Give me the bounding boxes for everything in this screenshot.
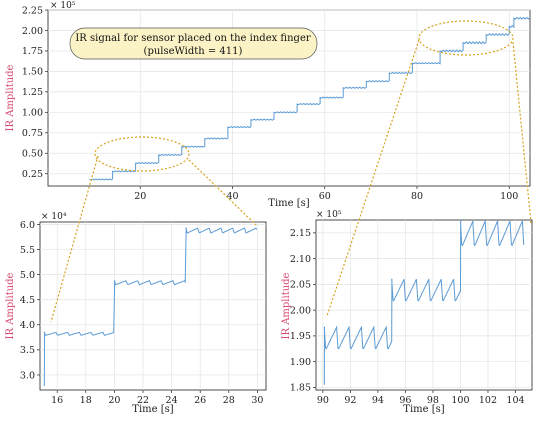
main-y-tick-label: 0.50	[22, 149, 43, 160]
main-axes: 20 40 60 80 100 0.25 0.50 0.75 1.00 1.25 1.50 1.75 2…	[22, 5, 518, 202]
callout-line-left-a	[50, 155, 99, 323]
main-y-tick-label: 1.00	[22, 108, 43, 119]
zoom-left-x-tick-label: 16	[51, 395, 63, 406]
zoom-right-x-tick-label: 100	[451, 395, 469, 406]
zoom-right-y-tick-label: 2.05	[290, 280, 311, 291]
main-y-tick-label: 1.50	[22, 67, 43, 78]
zoom-right-x-tick-label: 92	[344, 395, 356, 406]
zoom-left-x-label: Time [s]	[132, 404, 173, 415]
main-x-tick-label: 60	[319, 191, 331, 202]
zoom-right-x-tick-label: 94	[372, 395, 384, 406]
zoom-right-y-tick-label: 2.15	[290, 228, 311, 239]
annotation-line-1: IR signal for sensor placed on the index…	[75, 33, 311, 44]
main-y-tick-label: 0.25	[22, 169, 43, 180]
callout-line-left-b	[188, 159, 257, 226]
zoom-right-signal-line	[323, 220, 525, 385]
zoom-right-panel: 90 92 94 96 98 100 102 104 1.85 1.90 1.95 2.00 2.05 2…	[281, 210, 533, 415]
callout-ellipse-left	[94, 136, 190, 172]
main-x-tick-label: 40	[226, 191, 238, 202]
zoom-left-y-tick-label: 3.0	[20, 370, 35, 381]
zoom-left-x-tick-label: 18	[80, 395, 92, 406]
zoom-left-x-tick-label: 30	[251, 395, 263, 406]
zoom-left-axes: 16 18 20 22 24 26 28 30 3.0 3.5 4.0 4.5 5.0 5.5 6.0	[20, 220, 264, 406]
zoom-right-x-tick-label: 90	[317, 395, 329, 406]
main-x-tick-label: 80	[411, 191, 423, 202]
zoom-right-y-tick-label: 1.95	[290, 331, 311, 342]
zoom-right-y-scale-note: × 10⁵	[316, 210, 342, 220]
zoom-left-y-tick-label: 4.0	[20, 320, 35, 331]
zoom-left-y-scale-note: × 10⁴	[41, 212, 67, 222]
main-y-tick-label: 1.75	[22, 46, 43, 57]
main-y-scale-note: × 10⁵	[50, 1, 76, 11]
zoom-right-x-tick-label: 102	[479, 395, 497, 406]
zoom-right-x-label: Time [s]	[403, 404, 444, 415]
zoom-right-y-tick-label: 1.85	[290, 383, 311, 394]
zoom-left-x-tick-label: 28	[223, 395, 235, 406]
callout-ellipse-right	[418, 20, 514, 56]
zoom-left-y-tick-label: 5.5	[20, 245, 35, 256]
zoom-right-y-tick-label: 2.00	[290, 305, 311, 316]
zoom-left-y-tick-label: 5.0	[20, 270, 35, 281]
zoom-left-y-label: IR Amplitude	[5, 272, 16, 339]
main-y-label: IR Amplitude	[5, 64, 16, 131]
zoom-right-grid	[316, 220, 532, 390]
zoom-left-y-tick-label: 4.5	[20, 295, 35, 306]
zoom-right-x-tick-label: 96	[399, 395, 411, 406]
zoom-right-x-tick-label: 98	[427, 395, 439, 406]
main-y-tick-label: 2.00	[22, 26, 43, 37]
main-x-tick-label: 100	[500, 191, 518, 202]
zoom-right-y-label: IR Amplitude	[281, 272, 292, 339]
zoom-right-y-tick-label: 1.90	[290, 357, 311, 368]
main-signal-line	[89, 16, 531, 181]
zoom-left-x-tick-label: 24	[166, 395, 178, 406]
zoom-left-y-tick-label: 3.5	[20, 345, 35, 356]
zoom-left-x-tick-label: 26	[194, 395, 206, 406]
zoom-callouts	[50, 20, 532, 323]
zoom-left-plot-area	[39, 221, 267, 391]
zoom-left-grid	[40, 222, 266, 390]
zoom-left-x-tick-label: 20	[108, 395, 120, 406]
callout-line-right-a	[326, 39, 420, 317]
annotation-background	[69, 27, 318, 60]
main-y-tick-label: 1.25	[22, 87, 43, 98]
annotation-line-2: (pulseWidth = 411)	[144, 46, 243, 57]
zoom-right-x-tick-label: 104	[506, 395, 524, 406]
main-y-tick-label: 2.25	[22, 5, 43, 16]
annotation-box: IR signal for sensor placed on the index…	[69, 27, 318, 60]
main-x-tick-label: 20	[134, 191, 146, 202]
zoom-left-x-tick-label: 22	[137, 395, 149, 406]
main-x-label: Time [s]	[268, 198, 309, 209]
zoom-right-axes: 90 92 94 96 98 100 102 104 1.85 1.90 1.95 2.00 2.05 2…	[290, 228, 525, 406]
zoom-left-panel: 16 18 20 22 24 26 28 30 3.0 3.5 4.0 4.5 5.0 5.5 6.0 × …	[5, 212, 267, 415]
zoom-right-y-tick-label: 2.10	[290, 254, 311, 265]
main-y-tick-label: 0.75	[22, 128, 43, 139]
zoom-left-signal-line	[43, 227, 258, 387]
zoom-left-y-tick-label: 6.0	[20, 220, 35, 231]
